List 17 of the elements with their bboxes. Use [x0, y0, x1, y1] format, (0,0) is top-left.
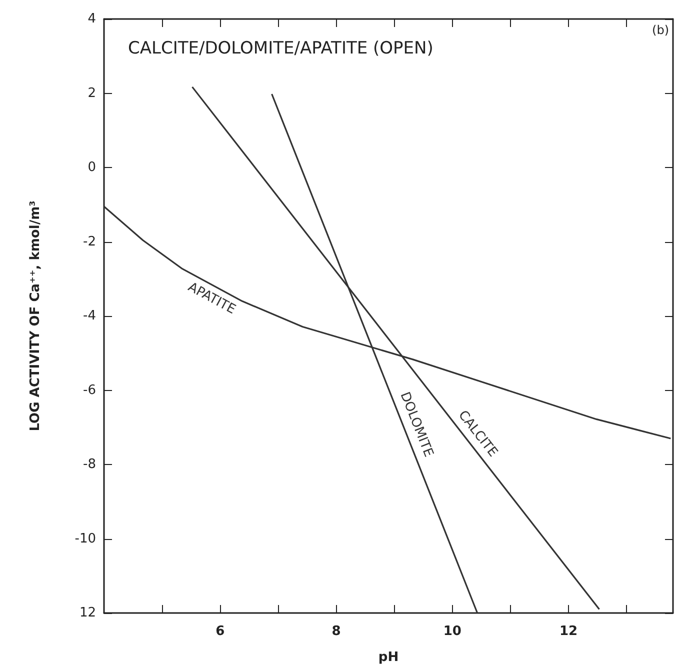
- y-axis-title: LOG ACTIVITY OF Ca⁺⁺, kmol/m³: [28, 200, 43, 432]
- x-tick-label: 10: [443, 624, 462, 639]
- y-tick-label: -4: [83, 308, 96, 324]
- text: CALCITE/DOLOMITE/APATITE (OPEN): [128, 38, 434, 58]
- y-tick-label: -2: [83, 234, 96, 250]
- y-tick-label: 4: [88, 12, 96, 26]
- x-tick-label: 8: [332, 624, 341, 639]
- y-tick-label: -10: [74, 531, 96, 546]
- annotation: (b): [652, 23, 670, 37]
- x-tick-label: 12: [559, 624, 578, 639]
- y-tick-label: -6: [83, 382, 96, 398]
- x-tick-label: 6: [216, 624, 225, 639]
- y-tick-label: 2: [88, 86, 96, 101]
- y-tick-label: 0: [88, 160, 96, 175]
- y-tick-label: 12: [79, 606, 96, 620]
- x-axis-title: pH: [378, 650, 399, 665]
- y-tick-label: -8: [83, 457, 96, 472]
